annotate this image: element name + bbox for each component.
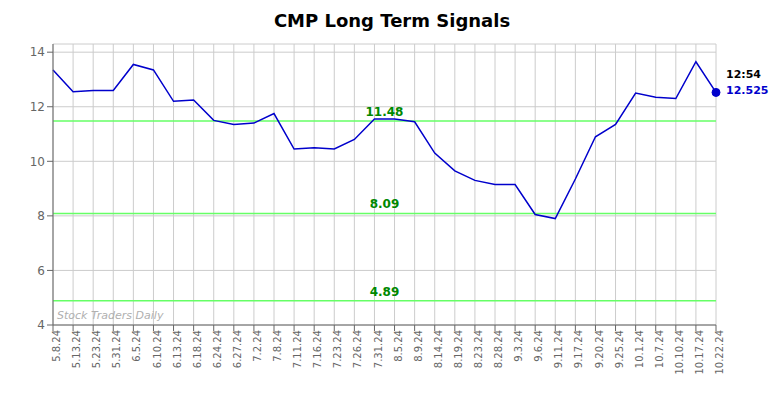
svg-text:10: 10 bbox=[30, 155, 45, 169]
svg-text:8.9.24: 8.9.24 bbox=[413, 330, 424, 362]
svg-text:10.7.24: 10.7.24 bbox=[654, 330, 665, 368]
svg-text:5.23.24: 5.23.24 bbox=[91, 330, 102, 368]
svg-text:6: 6 bbox=[37, 264, 45, 278]
svg-text:8: 8 bbox=[37, 209, 45, 223]
svg-text:5.13.24: 5.13.24 bbox=[71, 330, 82, 368]
svg-text:7.2.24: 7.2.24 bbox=[252, 330, 263, 362]
svg-text:14: 14 bbox=[30, 45, 45, 59]
svg-text:7.26.24: 7.26.24 bbox=[352, 330, 363, 368]
svg-text:5.31.24: 5.31.24 bbox=[111, 330, 122, 368]
svg-text:8.5.24: 8.5.24 bbox=[393, 330, 404, 362]
svg-text:9.20.24: 9.20.24 bbox=[594, 330, 605, 368]
svg-text:6.27.24: 6.27.24 bbox=[232, 330, 243, 368]
svg-text:10.10.24: 10.10.24 bbox=[674, 330, 685, 375]
svg-text:8.19.24: 8.19.24 bbox=[453, 330, 464, 368]
svg-text:8.23.24: 8.23.24 bbox=[473, 330, 484, 368]
svg-text:6.18.24: 6.18.24 bbox=[192, 330, 203, 368]
svg-text:Stock Traders Daily: Stock Traders Daily bbox=[57, 309, 164, 322]
svg-text:9.6.24: 9.6.24 bbox=[533, 330, 544, 362]
svg-text:4.89: 4.89 bbox=[370, 285, 400, 299]
svg-text:12:54: 12:54 bbox=[726, 68, 761, 81]
svg-text:10.1.24: 10.1.24 bbox=[634, 330, 645, 368]
svg-text:8.28.24: 8.28.24 bbox=[493, 330, 504, 368]
svg-text:11.48: 11.48 bbox=[366, 105, 404, 119]
svg-text:9.17.24: 9.17.24 bbox=[573, 330, 584, 368]
svg-text:7.16.24: 7.16.24 bbox=[312, 330, 323, 368]
svg-text:7.8.24: 7.8.24 bbox=[272, 330, 283, 362]
svg-text:9.3.24: 9.3.24 bbox=[513, 330, 524, 362]
svg-text:6.10.24: 6.10.24 bbox=[152, 330, 163, 368]
svg-text:4: 4 bbox=[37, 318, 45, 332]
svg-text:7.11.24: 7.11.24 bbox=[292, 330, 303, 368]
svg-text:6.24.24: 6.24.24 bbox=[212, 330, 223, 368]
html-text:CMP Long Term Signals: CMP Long Term Signals bbox=[273, 10, 511, 31]
svg-text:5.8.24: 5.8.24 bbox=[51, 330, 62, 362]
svg-text:12: 12 bbox=[30, 100, 45, 114]
svg-text:10.17.24: 10.17.24 bbox=[694, 330, 705, 375]
svg-text:9.25.24: 9.25.24 bbox=[614, 330, 625, 368]
svg-text:10.22.24: 10.22.24 bbox=[714, 330, 725, 375]
svg-text:12.525: 12.525 bbox=[726, 84, 768, 97]
svg-text:6.5.24: 6.5.24 bbox=[131, 330, 142, 362]
svg-text:8.14.24: 8.14.24 bbox=[433, 330, 444, 368]
svg-text:7.31.24: 7.31.24 bbox=[373, 330, 384, 368]
svg-text:6.13.24: 6.13.24 bbox=[172, 330, 183, 368]
svg-text:9.11.24: 9.11.24 bbox=[553, 330, 564, 368]
svg-text:8.09: 8.09 bbox=[370, 197, 400, 211]
svg-text:7.23.24: 7.23.24 bbox=[332, 330, 343, 368]
